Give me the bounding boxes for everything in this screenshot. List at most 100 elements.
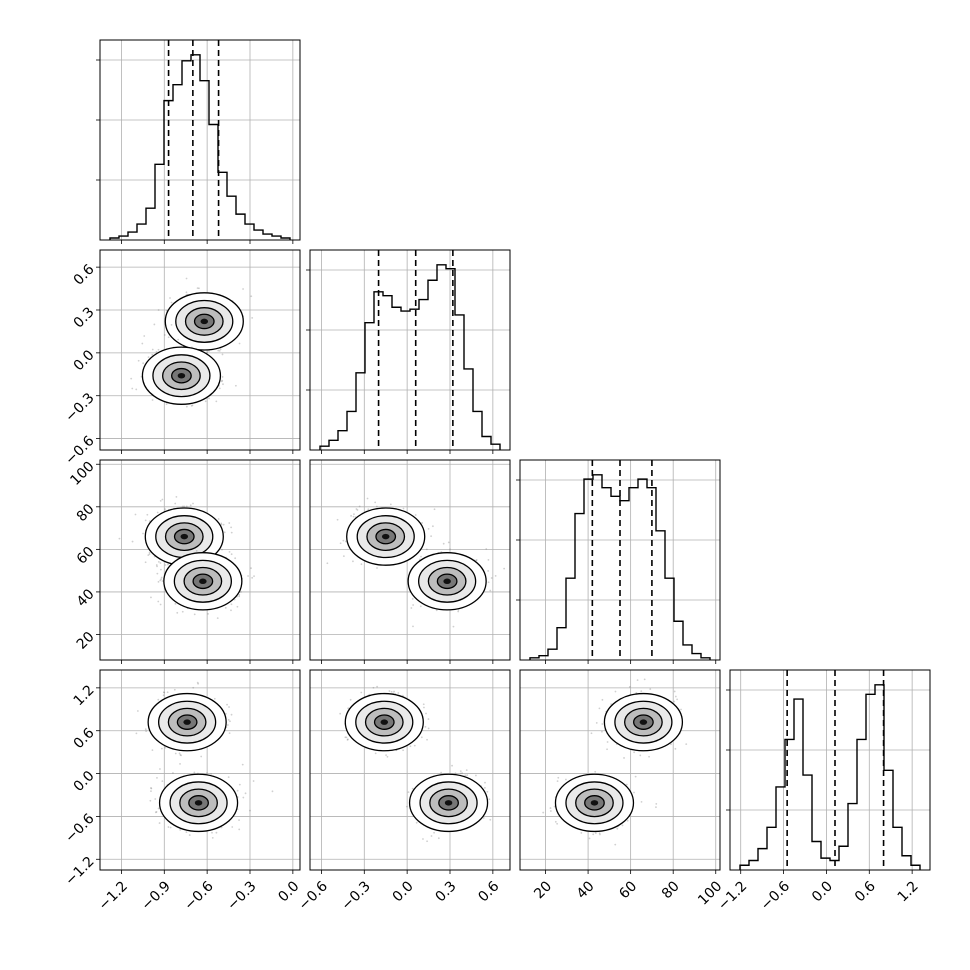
sample-point [640,801,643,803]
sample-point [234,557,237,560]
sample-point [346,738,349,741]
sample-point [386,755,389,758]
scatter-layer [542,678,688,846]
sample-point [179,763,181,765]
sample-point [344,736,347,739]
sample-point [198,287,200,290]
sample-point [150,596,152,599]
sample-point [344,540,347,543]
sample-point [488,798,491,801]
sample-point [170,301,173,304]
sample-point [367,508,370,511]
density-contour [444,800,453,806]
sample-point [601,730,603,733]
sample-point [220,523,223,526]
sample-point [674,747,677,750]
sample-point [601,698,604,701]
sample-point [489,589,492,592]
density-contour [639,719,648,725]
sample-point [430,835,433,837]
sample-point [376,685,379,688]
sample-point [390,690,393,693]
sample-point [402,507,405,510]
sample-point [649,688,652,690]
sample-point [207,612,209,615]
sample-point [220,826,223,829]
sample-point [236,789,239,792]
sample-point [590,732,593,735]
sample-point [156,511,159,514]
sample-point [167,826,170,828]
sample-point [178,752,181,755]
sample-point [375,505,378,508]
y-tick-label: −0.3 [62,390,97,425]
sample-point [167,336,170,339]
sample-point [131,387,134,390]
x-tick-label: −0.6 [296,878,331,913]
sample-point [223,531,226,534]
sample-point [181,344,184,346]
sample-point [179,829,182,831]
sample-point [166,691,169,694]
x-tick-label: 0.6 [475,878,502,905]
sample-point [425,548,428,551]
sample-point [197,682,200,685]
sample-point [174,752,177,755]
sample-point [222,383,224,386]
sample-point [159,500,162,502]
sample-point [385,754,387,757]
sample-point [425,712,427,715]
sample-point [413,744,416,747]
sample-point [606,741,609,743]
sample-point [231,826,234,828]
sample-point [393,690,395,693]
density-contour [381,533,390,540]
scatter-layer [135,681,274,839]
sample-point [426,840,429,843]
sample-point [410,607,413,609]
sample-point [643,678,646,681]
sample-point [192,686,195,689]
sample-point [238,595,241,598]
density-contour [194,800,203,806]
panel-frame [99,249,301,451]
sample-point [449,548,451,551]
sample-point [135,388,138,391]
panel-frame [309,249,511,451]
sample-point [144,519,147,522]
sample-point [217,349,220,352]
sample-point [409,745,412,748]
sample-point [151,399,154,401]
sample-point [610,703,613,706]
sample-point [339,542,342,545]
sample-point [230,526,233,529]
sample-point [459,772,462,775]
sample-point [230,553,233,556]
sample-point [190,405,193,407]
scatter-layer [339,685,492,843]
sample-point [674,695,677,698]
sample-point [594,770,597,773]
sample-point [489,818,492,821]
y-tick-label: 0.0 [71,347,98,374]
sample-point [159,562,162,564]
panel-frame [309,669,511,871]
sample-point [251,317,254,319]
sample-point [494,575,497,577]
sample-point [616,827,619,830]
sample-point [180,754,182,757]
sample-point [680,708,682,711]
y-tick-label: 0.6 [71,725,98,752]
sample-point [221,376,224,378]
sample-point [215,831,218,834]
sample-point [405,805,408,808]
sample-point [148,551,151,554]
sample-point [236,605,239,608]
y-tick-label: 0.6 [71,261,98,288]
sample-point [482,817,485,819]
sample-point [218,349,221,352]
sample-point [447,541,450,544]
x-tick-label: −1.2 [96,878,131,913]
sample-point [179,753,182,756]
